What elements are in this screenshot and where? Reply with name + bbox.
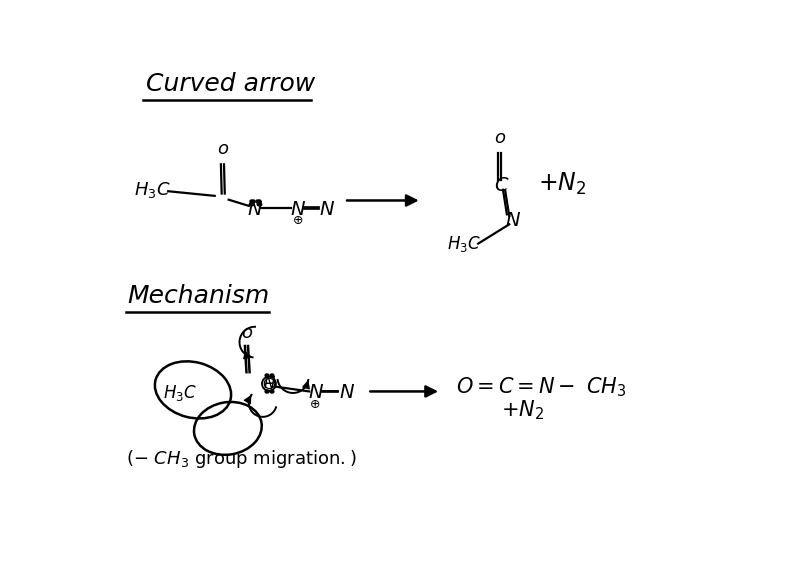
Text: N: N — [319, 200, 334, 219]
Text: o: o — [217, 140, 228, 158]
Text: N: N — [339, 383, 354, 403]
Text: N: N — [308, 383, 322, 403]
Text: $+N_2$: $+N_2$ — [502, 399, 545, 422]
Text: o: o — [241, 324, 252, 341]
Text: $+ N_2$: $+ N_2$ — [538, 171, 586, 197]
Text: $H_3C$: $H_3C$ — [447, 234, 482, 253]
Text: N: N — [248, 200, 262, 219]
Text: N: N — [506, 211, 520, 230]
Text: N: N — [263, 376, 274, 391]
Text: $O= C=N-\ CH_3$: $O= C=N-\ CH_3$ — [457, 376, 627, 399]
Text: ⊖: ⊖ — [262, 375, 277, 393]
Text: Mechanism: Mechanism — [127, 284, 270, 308]
Text: $H_3C$: $H_3C$ — [134, 180, 171, 200]
Text: o: o — [494, 129, 506, 147]
Text: Curved arrow: Curved arrow — [146, 72, 316, 96]
Text: ⊕: ⊕ — [310, 398, 321, 411]
Text: $H_3C$: $H_3C$ — [163, 383, 197, 403]
Text: $(-\ CH_3\ \mathrm{group\ migration.})$: $(-\ CH_3\ \mathrm{group\ migration.})$ — [126, 448, 356, 470]
Text: C: C — [494, 176, 507, 194]
Text: N: N — [290, 200, 305, 219]
Text: ⊕: ⊕ — [292, 214, 303, 227]
